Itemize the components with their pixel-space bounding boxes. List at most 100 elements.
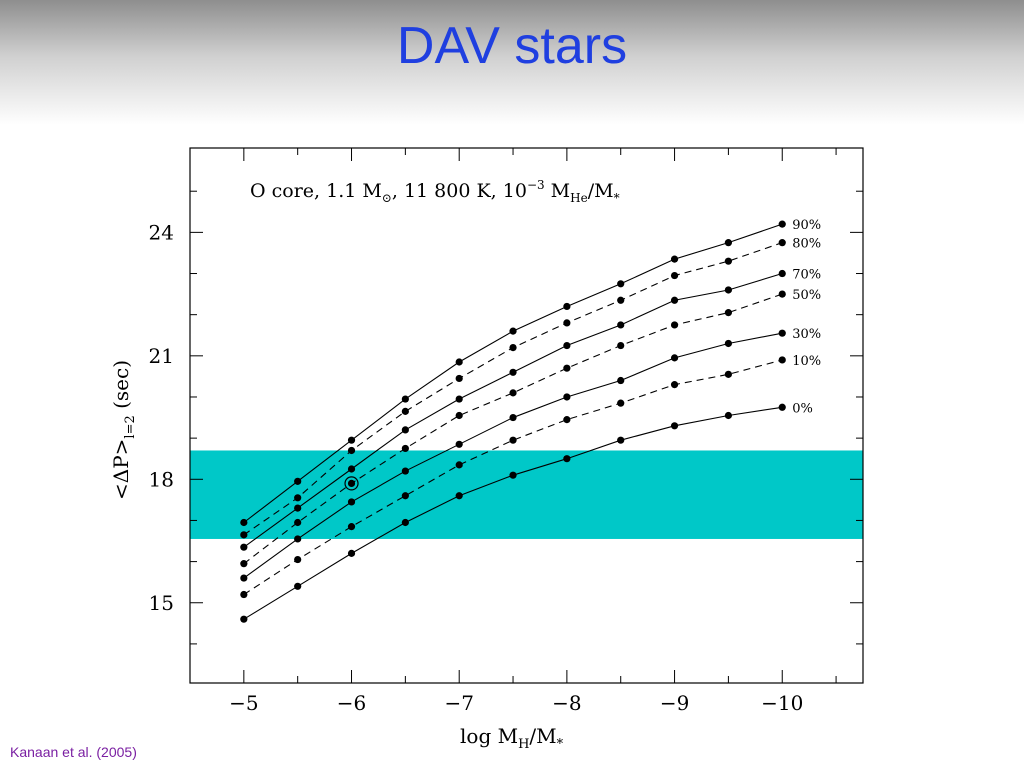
data-point [724,411,733,420]
data-point [670,321,679,329]
data-point [401,444,409,453]
data-point [617,321,625,329]
data-point [778,329,786,337]
series-10pct: 10% [240,354,821,599]
data-point [724,239,733,247]
data-point [240,531,248,539]
data-point [294,477,302,485]
data-point [617,341,625,350]
data-point [563,416,571,424]
data-point [240,560,248,568]
x-axis-label: log MH/M* [460,724,564,752]
data-point [455,461,463,469]
data-point [778,356,786,364]
data-point [670,422,679,430]
chart-title: O core, 1.1 M⊙, 11 800 K, 10−3 MHe/M* [250,178,620,205]
data-point [724,370,733,378]
x-tick-label: −10 [761,691,803,715]
series-label: 50% [792,288,821,303]
data-point [509,389,517,397]
data-point [509,368,517,376]
data-point [294,535,302,543]
data-point [778,239,786,247]
data-point [240,574,248,582]
citation: Kanaan et al. (2005) [10,744,137,760]
data-point [617,280,625,288]
observed-period-band [190,450,863,539]
data-point [401,407,409,415]
data-point [294,504,302,512]
y-axis-label: <ΔP>l=2 (sec) [109,360,138,500]
data-point [455,492,463,500]
series-label: 0% [792,401,813,416]
data-point [778,220,786,228]
slide-header [0,0,1024,125]
data-point [401,467,409,475]
data-point [724,286,733,294]
data-point [455,440,463,448]
observed-marker-dot [348,480,355,487]
series-label: 70% [792,268,821,283]
data-point [401,492,409,500]
data-point [670,296,679,304]
data-point [455,395,463,403]
data-point [294,518,302,527]
y-tick-label: 18 [149,467,174,491]
series-70pct: 70% [240,268,821,551]
data-point [294,494,302,502]
data-point [240,615,248,623]
data-point [617,399,625,407]
data-point [347,549,356,557]
data-point [294,555,302,564]
series-50pct: 50% [240,288,821,568]
data-point [670,354,679,362]
series-80pct: 80% [240,237,821,539]
x-tick-label: −6 [337,691,366,715]
data-point [563,393,571,401]
data-point [563,364,571,372]
data-point [670,381,679,389]
series-line [243,293,783,565]
x-tick-label: −7 [444,691,473,715]
data-point [401,426,409,434]
data-point [778,269,786,278]
data-point [347,498,356,506]
y-tick-label: 24 [149,220,174,244]
series-label: 80% [792,237,821,252]
x-tick-label: −8 [552,691,581,715]
data-point [617,436,625,444]
series-90pct: 90% [240,218,821,527]
data-point [347,446,356,455]
series-label: 10% [792,354,821,369]
observed-marker-ring [344,476,359,491]
y-tick-label: 21 [149,344,174,368]
data-point [670,271,679,280]
data-point [563,302,571,311]
data-point [347,436,356,444]
data-point [563,319,571,327]
series-30pct: 30% [240,327,821,582]
data-point [347,523,356,531]
data-point [509,343,517,352]
data-point [509,436,517,444]
data-point [240,590,248,599]
data-point [455,411,463,420]
data-point [509,327,517,335]
series-label: 90% [792,218,821,233]
slide-title: DAV stars [396,17,628,75]
data-point [670,255,679,263]
x-tick-label: −5 [229,691,258,715]
data-point [401,395,409,403]
data-point [563,341,571,350]
data-point [778,403,786,411]
data-point [347,465,356,473]
y-tick-label: 15 [149,591,174,615]
data-point [455,358,463,366]
series-label: 30% [792,327,821,342]
data-point [617,296,625,304]
x-tick-label: −9 [660,691,689,715]
data-point [240,518,248,527]
data-point [563,455,571,463]
data-point [724,339,733,348]
